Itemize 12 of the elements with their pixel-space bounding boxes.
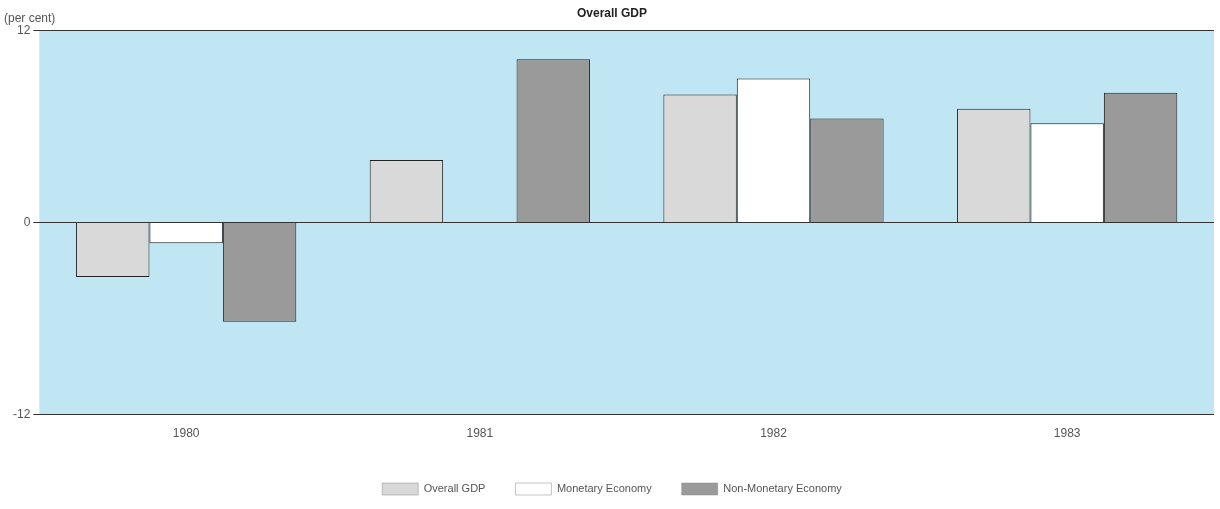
y-axis-title: (per cent) bbox=[4, 10, 56, 25]
x-tick-label: 1982 bbox=[760, 426, 788, 441]
y-tick-label: 0 bbox=[23, 214, 31, 229]
legend-label: Non-Monetary Economy bbox=[723, 482, 843, 495]
legend-label: Monetary Economy bbox=[556, 482, 653, 495]
legend-label: Overall GDP bbox=[423, 482, 486, 495]
x-tick-label: 1981 bbox=[466, 426, 494, 441]
y-tick-label: 12 bbox=[16, 22, 31, 37]
y-tick-label: -12 bbox=[13, 406, 31, 421]
chart-title: Overall GDP bbox=[576, 5, 648, 20]
x-tick-label: 1983 bbox=[1053, 426, 1081, 441]
x-tick-label: 1980 bbox=[172, 426, 200, 441]
